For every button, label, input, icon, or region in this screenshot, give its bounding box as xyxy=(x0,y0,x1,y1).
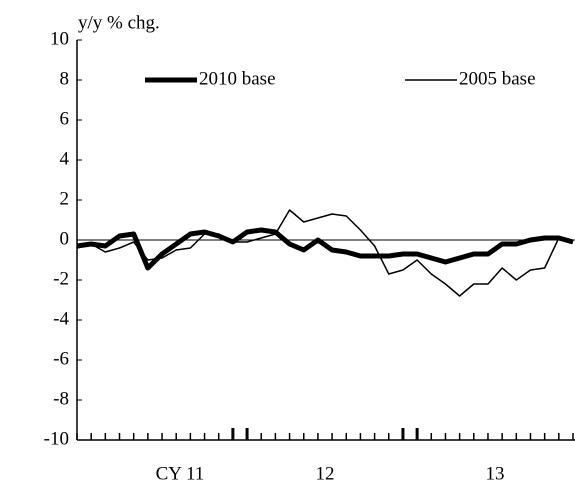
y-tick-label: 8 xyxy=(60,68,70,89)
y-axis-label: y/y % chg. xyxy=(78,12,160,33)
y-tick-label: 2 xyxy=(60,188,70,209)
y-tick-label: 4 xyxy=(60,148,70,169)
y-tick-label: -6 xyxy=(53,348,69,369)
x-tick-label: 13 xyxy=(486,463,505,484)
x-tick-label: 12 xyxy=(316,463,335,484)
y-tick-label: -4 xyxy=(53,308,69,329)
y-tick-label: -8 xyxy=(53,388,69,409)
x-tick-label: CY 11 xyxy=(156,463,205,484)
y-tick-label: 6 xyxy=(60,108,70,129)
legend-label: 2010 base xyxy=(199,68,276,89)
y-tick-label: -10 xyxy=(44,428,69,449)
y-tick-label: -2 xyxy=(53,268,69,289)
legend-label: 2005 base xyxy=(459,68,536,89)
y-tick-label: 10 xyxy=(50,28,69,49)
series-line xyxy=(76,209,574,297)
series-line xyxy=(76,227,574,271)
y-tick-label: 0 xyxy=(60,228,70,249)
